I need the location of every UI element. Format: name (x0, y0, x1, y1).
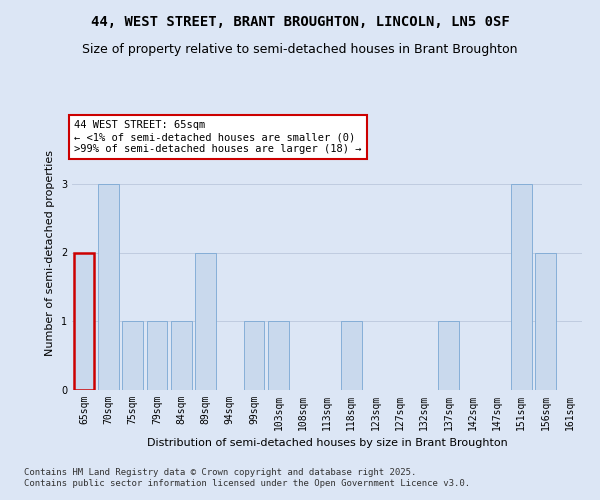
Bar (341, 322, 362, 390)
Bar (146, 322, 167, 390)
Text: Contains HM Land Registry data © Crown copyright and database right 2025.
Contai: Contains HM Land Registry data © Crown c… (24, 468, 470, 487)
Text: 44 WEST STREET: 65sqm
← <1% of semi-detached houses are smaller (0)
>99% of semi: 44 WEST STREET: 65sqm ← <1% of semi-deta… (74, 120, 362, 154)
Bar (171, 322, 191, 390)
Bar (438, 322, 459, 390)
Bar (195, 252, 216, 390)
Bar (74, 252, 94, 390)
Y-axis label: Number of semi-detached properties: Number of semi-detached properties (46, 150, 55, 356)
Text: 44, WEST STREET, BRANT BROUGHTON, LINCOLN, LN5 0SF: 44, WEST STREET, BRANT BROUGHTON, LINCOL… (91, 15, 509, 29)
Text: Size of property relative to semi-detached houses in Brant Broughton: Size of property relative to semi-detach… (82, 42, 518, 56)
Bar (244, 322, 265, 390)
Bar (122, 322, 143, 390)
Bar (98, 184, 119, 390)
Bar (268, 322, 289, 390)
Bar (511, 184, 532, 390)
X-axis label: Distribution of semi-detached houses by size in Brant Broughton: Distribution of semi-detached houses by … (146, 438, 508, 448)
Bar (535, 252, 556, 390)
